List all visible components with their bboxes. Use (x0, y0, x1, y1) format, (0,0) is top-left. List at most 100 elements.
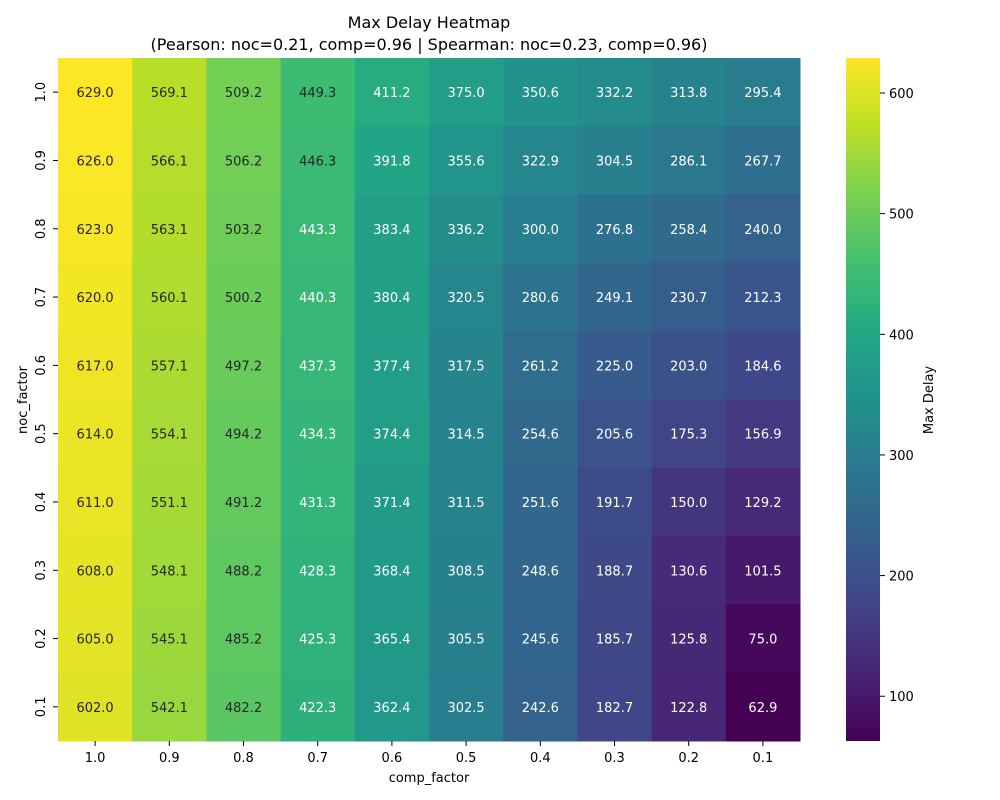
heatmap-cell (206, 194, 282, 264)
cell-value-label: 280.6 (522, 291, 559, 306)
y-tick-label: 0.8 (34, 218, 49, 239)
heatmap-cell (429, 58, 504, 127)
cell-value-label: 411.2 (373, 86, 410, 101)
cell-value-label: 267.7 (744, 154, 781, 169)
cell-value-label: 308.5 (447, 564, 484, 579)
heatmap-cell (280, 672, 356, 742)
cell-value-label: 620.0 (76, 291, 113, 306)
x-tick-label: 0.3 (604, 751, 625, 766)
heatmap-cell (58, 467, 133, 537)
cell-value-label: 182.7 (596, 701, 633, 716)
heatmap-cell (132, 672, 207, 742)
heatmap-cell (280, 399, 356, 469)
cell-value-label: 485.2 (225, 633, 262, 648)
cell-value-label: 626.0 (76, 154, 113, 169)
cell-value-label: 506.2 (225, 154, 262, 169)
heatmap-cell (577, 672, 653, 742)
cell-value-label: 617.0 (76, 359, 113, 374)
heatmap-cell (354, 262, 430, 332)
cell-value-label: 494.2 (225, 428, 262, 443)
x-tick-label: 1.0 (85, 751, 106, 766)
cell-value-label: 560.1 (151, 291, 188, 306)
heatmap-cell (577, 604, 653, 674)
x-tick-label: 0.1 (753, 751, 774, 766)
heatmap-cell (725, 672, 801, 742)
heatmap-cell (725, 126, 801, 196)
heatmap-cell (354, 126, 430, 196)
colorbar-tick-label: 400 (889, 328, 914, 343)
heatmap-cell (280, 604, 356, 674)
cell-value-label: 377.4 (373, 359, 410, 374)
cell-value-label: 383.4 (373, 223, 410, 238)
heatmap-cell (725, 262, 801, 332)
heatmap-cell (206, 604, 282, 674)
heatmap-cell (206, 672, 282, 742)
y-tick-label: 0.4 (34, 492, 49, 513)
heatmap-cell (354, 331, 430, 400)
heatmap-cell (58, 536, 133, 605)
heatmap-cell (503, 58, 578, 127)
cell-value-label: 184.6 (744, 359, 781, 374)
cell-value-label: 350.6 (522, 86, 559, 101)
cell-value-label: 129.2 (744, 496, 781, 511)
heatmap-cell (132, 58, 207, 127)
colorbar-label: Max Delay (922, 366, 937, 435)
heatmap-cell (725, 399, 801, 469)
heatmap-cell (725, 467, 801, 537)
heatmap-cell (577, 399, 653, 469)
heatmap-cell (58, 672, 133, 742)
heatmap-cell (206, 262, 282, 332)
heatmap-cells (58, 58, 801, 742)
heatmap-cell-labels: 629.0 569.1 509.2 449.3 411.2 375.0 350.6 332.2… (76, 86, 781, 716)
cell-value-label: 375.0 (447, 86, 484, 101)
heatmap-cell (503, 536, 578, 605)
x-tick-label: 0.8 (233, 751, 254, 766)
cell-value-label: 500.2 (225, 291, 262, 306)
heatmap-cell (206, 536, 282, 605)
x-tick-label: 0.5 (456, 751, 477, 766)
cell-value-label: 254.6 (522, 428, 559, 443)
colorbar-ticks: 100 200 300 400 500 600 (880, 87, 914, 705)
heatmap-cell (280, 262, 356, 332)
cell-value-label: 371.4 (373, 496, 410, 511)
x-axis-label: comp_factor (389, 771, 470, 786)
heatmap-cell (651, 672, 727, 742)
cell-value-label: 605.0 (76, 633, 113, 648)
heatmap-cell (429, 194, 504, 264)
cell-value-label: 175.3 (670, 428, 707, 443)
heatmap-cell (651, 467, 727, 537)
cell-value-label: 428.3 (299, 564, 336, 579)
cell-value-label: 101.5 (744, 564, 781, 579)
cell-value-label: 422.3 (299, 701, 336, 716)
heatmap-cell (725, 536, 801, 605)
heatmap-cell (280, 194, 356, 264)
heatmap-cell (503, 194, 578, 264)
cell-value-label: 317.5 (447, 359, 484, 374)
heatmap-cell (577, 331, 653, 400)
cell-value-label: 542.1 (151, 701, 188, 716)
colorbar-tick-label: 500 (889, 208, 914, 223)
heatmap-cell (280, 467, 356, 537)
cell-value-label: 295.4 (744, 86, 781, 101)
heatmap-cell (577, 58, 653, 127)
heatmap-cell (429, 536, 504, 605)
heatmap-cell (280, 126, 356, 196)
heatmap-cell (651, 126, 727, 196)
cell-value-label: 300.0 (522, 223, 559, 238)
cell-value-label: 322.9 (522, 154, 559, 169)
y-tick-label: 1.0 (34, 82, 49, 103)
heatmap-cell (132, 262, 207, 332)
colorbar-tick-label: 200 (889, 570, 914, 585)
cell-value-label: 313.8 (670, 86, 707, 101)
heatmap-cell (58, 262, 133, 332)
cell-value-label: 258.4 (670, 223, 707, 238)
heatmap-cell (58, 604, 133, 674)
heatmap-cell (132, 604, 207, 674)
cell-value-label: 497.2 (225, 359, 262, 374)
cell-value-label: 314.5 (447, 428, 484, 443)
heatmap-cell (503, 672, 578, 742)
colorbar (846, 58, 880, 741)
cell-value-label: 362.4 (373, 701, 410, 716)
heatmap-cell (58, 194, 133, 264)
cell-value-label: 261.2 (522, 359, 559, 374)
